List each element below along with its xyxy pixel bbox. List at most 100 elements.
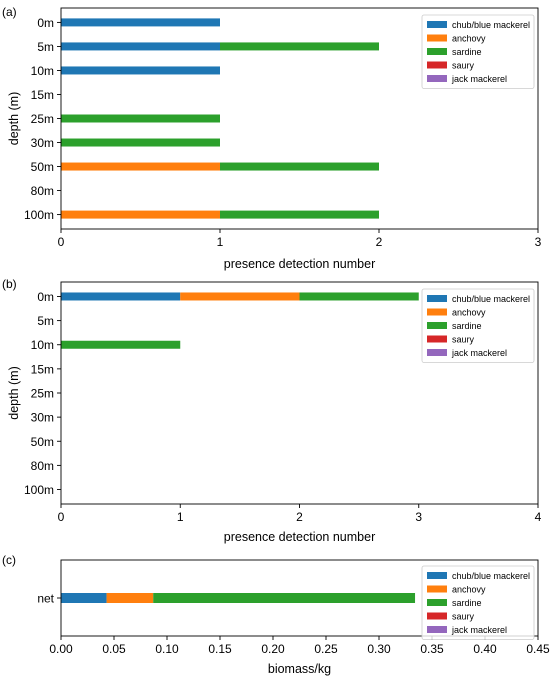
bar-sardine-0m bbox=[299, 292, 419, 301]
y-tick-label: 5m bbox=[37, 40, 54, 54]
bar-sardine-25m bbox=[61, 114, 220, 123]
x-tick-label: 1 bbox=[217, 235, 224, 249]
legend-swatch bbox=[427, 626, 447, 633]
x-tick-label: 2 bbox=[296, 510, 303, 524]
legend-label: sardine bbox=[452, 598, 482, 608]
legend-label: saury bbox=[452, 61, 475, 71]
legend-label: saury bbox=[452, 612, 475, 622]
y-tick-label: net bbox=[37, 592, 54, 606]
y-tick-label: 0m bbox=[37, 290, 54, 304]
legend-label: anchovy bbox=[452, 34, 486, 44]
bar-sardine-30m bbox=[61, 138, 220, 147]
panel-c: (c) 0.00 0.05 0.10 0.15 0.20 0.25 0.30 0.35 0.40 0… bbox=[2, 553, 550, 676]
legend-label: anchovy bbox=[452, 308, 486, 318]
x-tick-label: 0.00 bbox=[49, 642, 73, 656]
y-tick-label: 100m bbox=[24, 208, 54, 222]
bar-chub-blue-mackerel-10m bbox=[61, 66, 220, 75]
bar-chub-blue-mackerel-0m bbox=[61, 18, 220, 27]
y-tick-label: 5m bbox=[37, 314, 54, 328]
legend-label: chub/blue mackerel bbox=[452, 571, 530, 581]
y-tick-label: 10m bbox=[31, 338, 54, 352]
x-tick-label: 2 bbox=[376, 235, 383, 249]
legend-swatch bbox=[427, 599, 447, 606]
bar-sardine-100m bbox=[220, 210, 379, 219]
legend-label: saury bbox=[452, 335, 475, 345]
y-tick-label: 80m bbox=[31, 184, 54, 198]
legend-swatch bbox=[427, 572, 447, 579]
x-tick-label: 1 bbox=[177, 510, 184, 524]
legend-swatch bbox=[427, 61, 447, 69]
legend-label: chub/blue mackerel bbox=[452, 294, 530, 304]
y-tick-label: 50m bbox=[31, 160, 54, 174]
x-tick-label: 3 bbox=[535, 235, 542, 249]
x-tick-label: 0 bbox=[58, 235, 65, 249]
x-tick-label: 0.45 bbox=[526, 642, 550, 656]
legend-label: jack mackerel bbox=[451, 74, 507, 84]
y-tick-label: 10m bbox=[31, 64, 54, 78]
legend-swatch bbox=[427, 349, 447, 356]
bar-chub-blue-mackerel-0m bbox=[61, 292, 181, 301]
y-tick-label: 30m bbox=[31, 411, 54, 425]
y-tick-label: 15m bbox=[31, 362, 54, 376]
x-tick-label: 0 bbox=[58, 510, 65, 524]
y-tick-label: 50m bbox=[31, 435, 54, 449]
legend-swatch bbox=[427, 75, 447, 82]
x-tick-label: 0.20 bbox=[261, 642, 285, 656]
x-tick-label: 0.05 bbox=[102, 642, 126, 656]
y-tick-label: 15m bbox=[31, 88, 54, 102]
panel-label: (a) bbox=[2, 5, 17, 19]
legend-swatch bbox=[427, 335, 447, 343]
legend-label: sardine bbox=[452, 47, 482, 57]
legend-swatch bbox=[427, 322, 447, 329]
legend-label: chub/blue mackerel bbox=[452, 20, 530, 30]
x-tick-label: 4 bbox=[535, 510, 542, 524]
x-tick-label: 0.10 bbox=[155, 642, 179, 656]
panel-a: (a)0 1 2 30m5m10m15m25m30m50m80m100mpresenc… bbox=[2, 5, 542, 271]
y-axis-label: depth (m) bbox=[7, 366, 21, 420]
bar-sardine-net bbox=[153, 593, 416, 603]
x-tick-label: 0.25 bbox=[314, 642, 338, 656]
legend-swatch bbox=[427, 585, 447, 593]
panel-label: (b) bbox=[2, 277, 17, 291]
x-tick-label: 0.30 bbox=[367, 642, 391, 656]
legend-swatch bbox=[427, 295, 447, 302]
x-tick-label: 0.15 bbox=[208, 642, 232, 656]
legend-box bbox=[421, 14, 535, 89]
legend-swatch bbox=[427, 308, 447, 316]
legend-swatch bbox=[427, 34, 447, 42]
legend-swatch bbox=[427, 21, 447, 28]
y-tick-label: 0m bbox=[37, 16, 54, 30]
bar-sardine-10m bbox=[61, 340, 181, 349]
panel-b: (b) 0 1 2 3 4 0m 5m 10m 15m 25m 30m 50m 80m 100m presen… bbox=[2, 277, 542, 544]
legend-box bbox=[421, 565, 535, 640]
y-tick-label: 30m bbox=[31, 136, 54, 150]
legend-label: sardine bbox=[452, 321, 482, 331]
legend-swatch bbox=[427, 48, 447, 55]
x-axis-label: presence detection number bbox=[224, 257, 375, 271]
legend-swatch bbox=[427, 612, 447, 620]
y-tick-label: 80m bbox=[31, 459, 54, 473]
legend-label: jack mackerel bbox=[451, 348, 507, 358]
y-tick-label: 100m bbox=[24, 483, 54, 497]
y-tick-label: 25m bbox=[31, 112, 54, 126]
bar-anchovy-50m bbox=[61, 162, 220, 171]
bar-sardine-50m bbox=[220, 162, 379, 171]
legend-label: anchovy bbox=[452, 585, 486, 595]
x-tick-label: 0.35 bbox=[420, 642, 444, 656]
x-tick-label: 3 bbox=[415, 510, 422, 524]
panel-label: (c) bbox=[2, 553, 16, 567]
y-axis-label: depth (m) bbox=[7, 92, 21, 146]
bar-anchovy-net bbox=[106, 593, 154, 603]
bar-chub-blue-mackerel-5m bbox=[61, 42, 220, 51]
bar-anchovy-0m bbox=[180, 292, 300, 301]
x-axis-label: biomass/kg bbox=[268, 662, 331, 676]
bar-sardine-5m bbox=[220, 42, 379, 51]
legend-label: jack mackerel bbox=[451, 625, 507, 635]
bar-anchovy-100m bbox=[61, 210, 220, 219]
x-axis-label: presence detection number bbox=[224, 530, 375, 544]
x-tick-label: 0.40 bbox=[473, 642, 497, 656]
legend-box bbox=[421, 288, 535, 363]
y-tick-label: 25m bbox=[31, 387, 54, 401]
bar-chub-blue-mackerel-net bbox=[61, 593, 107, 603]
